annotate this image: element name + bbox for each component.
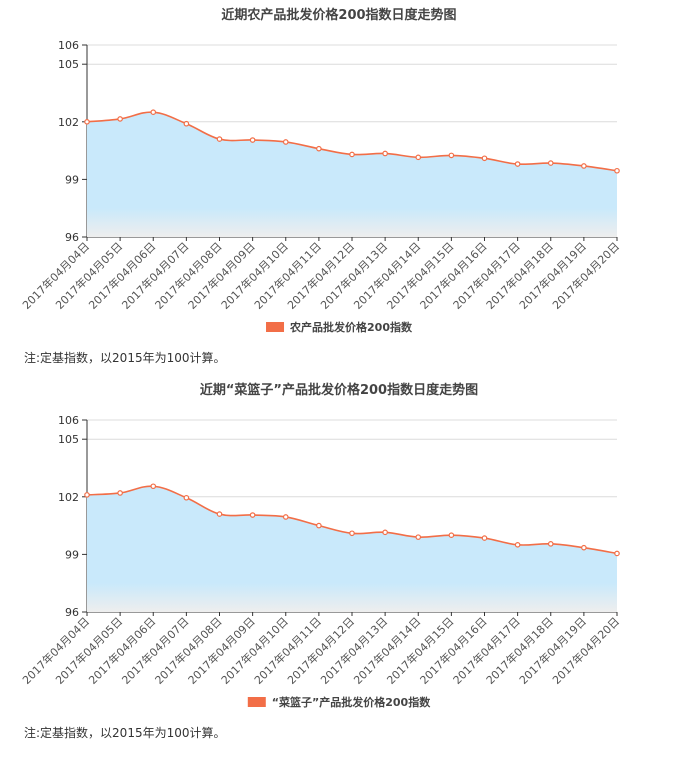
chart-panel-2: 近期“菜篮子”产品批发价格200指数日度走势图 96 99 102 105 106 2017… [0,375,678,720]
chart-panel-1: 近期农产品批发价格200指数日度走势图 96 99 102 105 106 2017年04月… [0,0,678,375]
chart-1-area-fill [87,112,617,237]
chart-1-data-point[interactable] [448,152,455,159]
chart-2-legend-swatch[interactable] [247,697,266,707]
chart-2-data-point[interactable] [117,490,123,496]
chart-2-note: 注:定基指数，以2015年为100计算。 [24,726,226,740]
chart-1-title: 近期农产品批发价格200指数日度走势图 [221,7,456,23]
chart-2-title: 近期“菜篮子”产品批发价格200指数日度走势图 [200,382,478,398]
chart-1-ytick-label: 102 [58,116,79,129]
chart-2-legend-label[interactable]: “菜篮子”产品批发价格200指数 [272,695,431,709]
chart-1-data-point[interactable] [481,155,488,162]
chart-2-data-point[interactable] [514,542,521,548]
chart-1-data-point[interactable] [547,160,554,166]
chart-1-ytick-label: 106 [58,39,79,52]
chart-1-data-point[interactable] [249,137,256,143]
chart-2-ytick-label: 96 [65,606,79,619]
chart-2-data-point[interactable] [349,530,355,537]
chart-1-data-point[interactable] [117,116,123,122]
chart-2-data-point[interactable] [547,541,554,547]
chart-1-data-point[interactable] [349,151,355,158]
chart-2: 近期“菜篮子”产品批发价格200指数日度走势图96991021051062017… [19,382,622,709]
chart-1-legend-label[interactable]: 农产品批发价格200指数 [289,320,413,334]
chart-2-ytick-label: 102 [58,491,79,504]
chart-1-data-point[interactable] [216,136,223,142]
chart-1-ytick-label: 96 [65,231,79,244]
chart-2-data-point[interactable] [382,529,388,536]
chart-1-data-point[interactable] [183,120,190,127]
chart-1-data-point[interactable] [282,139,289,145]
chart-2-data-point[interactable] [448,532,455,539]
chart-2-data-point[interactable] [84,492,90,498]
chart-1-data-point[interactable] [581,163,587,169]
chart-2-data-point[interactable] [282,514,289,520]
chart-2-data-point[interactable] [316,522,322,529]
chart-1-data-point[interactable] [316,145,322,152]
chart-1: 近期农产品批发价格200指数日度走势图96991021051062017年04月… [19,7,622,334]
chart-2-data-point[interactable] [150,483,157,490]
chart-2-data-point[interactable] [614,550,620,557]
chart-1-note: 注:定基指数，以2015年为100计算。 [24,351,226,365]
chart-1-ytick-label: 105 [58,58,79,71]
chart-2-data-point[interactable] [581,544,587,551]
chart-2-data-point[interactable] [183,494,190,501]
chart-2-area-fill [87,486,617,612]
chart-1-data-point[interactable] [614,167,620,174]
chart-2-data-point[interactable] [481,535,488,541]
chart-1-data-point[interactable] [382,150,388,157]
chart-1-data-point[interactable] [415,154,422,161]
chart-1-ytick-label: 99 [65,173,79,186]
chart-2-data-point[interactable] [216,511,223,517]
chart-1-data-point[interactable] [84,119,90,125]
chart-2-data-point[interactable] [415,534,422,540]
chart-1-data-point[interactable] [150,109,157,116]
chart-2-ytick-label: 106 [58,414,79,427]
chart-1-data-point[interactable] [514,161,521,167]
chart-2-data-point[interactable] [249,512,256,518]
chart-2-ytick-label: 105 [58,433,79,446]
chart-1-legend-swatch[interactable] [266,322,285,332]
chart-2-ytick-label: 99 [65,548,79,561]
